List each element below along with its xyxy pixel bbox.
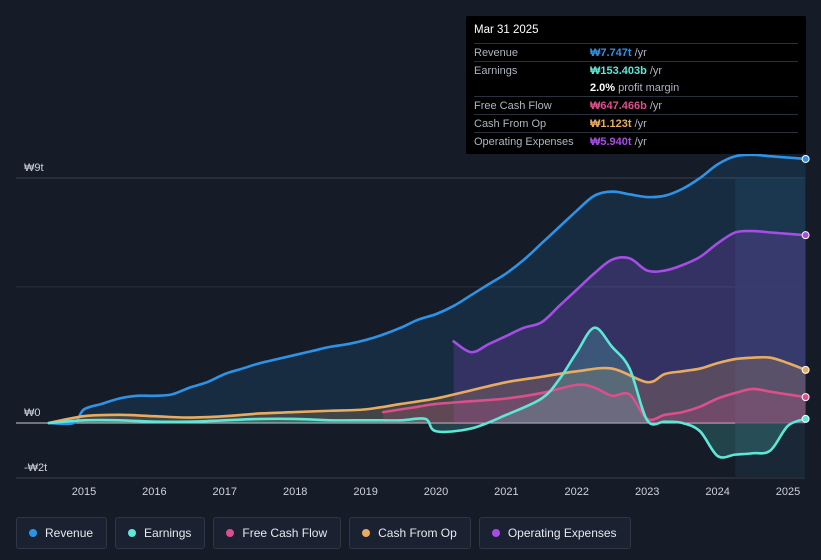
tooltip-label: Revenue (474, 46, 519, 59)
forecast-highlight-band (735, 178, 805, 478)
legend-label: Operating Expenses (507, 526, 617, 540)
x-tick-label: 2024 (705, 486, 729, 498)
x-tick-label: 2020 (424, 486, 448, 498)
operating-expenses-area (453, 230, 806, 423)
cash-from-op-area (48, 357, 806, 423)
tooltip-unit: /yr (634, 135, 647, 148)
tooltip-value: ₩1.123t (590, 117, 632, 130)
tooltip-label: Free Cash Flow (474, 99, 552, 112)
tooltip-unit: /yr (649, 99, 663, 112)
tooltip-label: Earnings (474, 64, 518, 77)
free-cash-flow-end-marker (801, 393, 810, 402)
tooltip-row-profit-margin: 2.0% profit margin (474, 79, 798, 96)
tooltip-row-free-cash-flow: Free Cash Flow ₩647.466b /yr (474, 96, 798, 114)
tooltip-row-earnings: Earnings ₩153.403b /yr (474, 61, 798, 79)
tooltip-value: ₩153.403b (590, 64, 647, 77)
y-tick-label: ₩9t (24, 162, 44, 174)
series-end-markers (801, 154, 810, 423)
tooltip-unit: /yr (649, 64, 663, 77)
legend-dot-icon (362, 529, 371, 537)
legend-item-free-cash-flow[interactable]: Free Cash Flow (213, 517, 342, 549)
tooltip-row-revenue: Revenue ₩7.747t /yr (474, 43, 798, 61)
legend-label: Free Cash Flow (242, 526, 328, 540)
legend: Revenue Earnings Free Cash Flow Cash Fro… (16, 517, 631, 549)
y-tick-label: -₩2t (24, 462, 47, 474)
free-cash-flow-line (381, 383, 807, 422)
tooltip-unit: profit margin (618, 81, 680, 94)
y-tick-label: ₩0 (24, 407, 41, 419)
earnings-area (48, 327, 806, 458)
tooltip-value: ₩647.466b (590, 99, 647, 112)
x-tick-label: 2022 (565, 486, 589, 498)
x-tick-label: 2017 (213, 486, 237, 498)
legend-label: Cash From Op (378, 526, 457, 540)
tooltip-value: ₩7.747t (590, 46, 632, 59)
tooltip-unit: /yr (634, 117, 647, 130)
tooltip-unit: /yr (634, 46, 647, 59)
legend-label: Revenue (45, 526, 94, 540)
axis-labels: ₩9t ₩0 -₩2t 2015 2016 2017 2018 2019 2020 2021 202… (24, 162, 800, 498)
legend-item-operating-expenses[interactable]: Operating Expenses (478, 517, 631, 549)
legend-dot-icon (128, 529, 137, 537)
tooltip-value: 2.0% (590, 81, 616, 94)
x-tick-label: 2015 (72, 486, 96, 498)
revenue-end-marker (801, 154, 810, 163)
cash-from-op-line (47, 355, 807, 425)
free-cash-flow-area (383, 384, 806, 423)
revenue-line (47, 153, 807, 426)
x-tick-label: 2016 (142, 486, 166, 498)
tooltip-label: Cash From Op (474, 117, 547, 130)
operating-expenses-end-marker (801, 231, 810, 240)
x-tick-label: 2019 (353, 486, 377, 498)
legend-dot-icon (29, 529, 37, 537)
tooltip-panel: Mar 31 2025 Revenue ₩7.747t /yr Earnings… (466, 16, 806, 154)
legend-item-cash-from-op[interactable]: Cash From Op (349, 517, 471, 549)
legend-item-earnings[interactable]: Earnings (115, 517, 206, 549)
series-lines (47, 153, 807, 459)
legend-dot-icon (491, 529, 500, 537)
x-tick-label: 2025 (776, 486, 800, 498)
earnings-line (47, 326, 807, 459)
tooltip-value: ₩5.940t (590, 135, 632, 148)
tooltip-row-operating-expenses: Operating Expenses ₩5.940t /yr (474, 132, 798, 150)
earnings-end-marker (801, 414, 810, 423)
tooltip-date: Mar 31 2025 (474, 24, 539, 36)
operating-expenses-line (452, 229, 807, 354)
cash-from-op-end-marker (801, 365, 810, 374)
legend-item-revenue[interactable]: Revenue (16, 517, 108, 549)
x-tick-label: 2021 (494, 486, 518, 498)
revenue-area (48, 154, 806, 425)
tooltip-row-cash-from-op: Cash From Op ₩1.123t /yr (474, 114, 798, 132)
tooltip-label: Operating Expenses (474, 135, 574, 148)
legend-dot-icon (226, 529, 235, 537)
series-areas (48, 154, 806, 458)
legend-label: Earnings (144, 526, 192, 540)
x-tick-label: 2023 (635, 486, 659, 498)
x-tick-label: 2018 (283, 486, 307, 498)
